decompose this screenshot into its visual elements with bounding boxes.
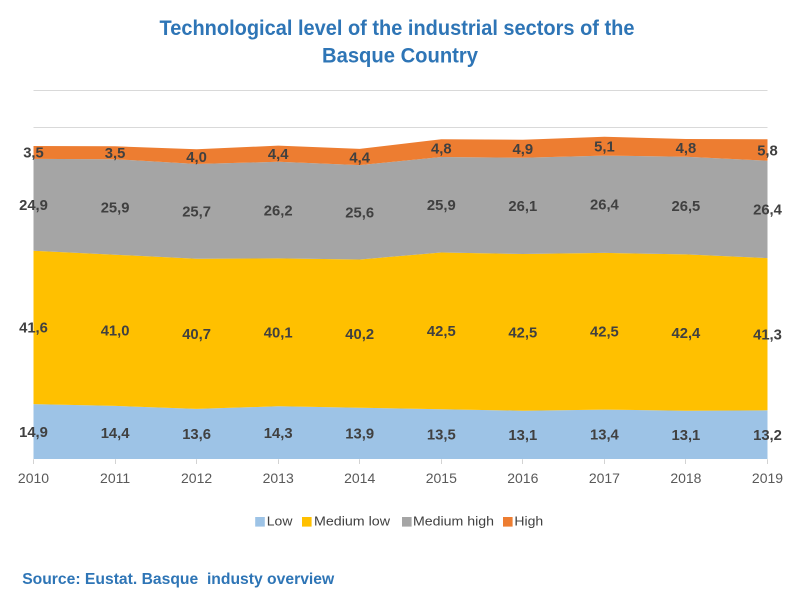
svg-text:13,5: 13,5 <box>427 427 456 443</box>
svg-text:26,5: 26,5 <box>671 199 700 215</box>
svg-text:42,4: 42,4 <box>671 326 701 342</box>
svg-text:25,9: 25,9 <box>101 200 130 216</box>
svg-text:14,4: 14,4 <box>101 426 131 442</box>
svg-text:25,9: 25,9 <box>427 198 456 214</box>
svg-text:25,6: 25,6 <box>345 206 374 222</box>
svg-text:4,8: 4,8 <box>676 141 697 157</box>
svg-text:2010: 2010 <box>18 470 49 486</box>
svg-text:40,1: 40,1 <box>264 326 293 342</box>
svg-text:5,1: 5,1 <box>594 140 615 156</box>
svg-text:25,7: 25,7 <box>182 205 211 221</box>
svg-text:High: High <box>514 515 543 529</box>
svg-text:Source: Eustat. Basque indust: Source: Eustat. Basque industy overview <box>22 571 335 588</box>
svg-text:26,2: 26,2 <box>264 203 293 219</box>
svg-text:42,5: 42,5 <box>427 324 456 340</box>
svg-text:13,4: 13,4 <box>590 428 620 444</box>
svg-text:26,1: 26,1 <box>508 199 537 215</box>
svg-text:13,2: 13,2 <box>753 428 782 444</box>
svg-text:Basque Country: Basque Country <box>322 45 478 68</box>
svg-text:14,3: 14,3 <box>264 426 293 442</box>
svg-text:Medium high: Medium high <box>413 515 494 529</box>
svg-text:2014: 2014 <box>344 470 375 486</box>
svg-text:41,3: 41,3 <box>753 328 782 344</box>
svg-text:24,9: 24,9 <box>19 198 48 214</box>
svg-text:5,8: 5,8 <box>757 143 778 159</box>
svg-text:26,4: 26,4 <box>753 203 783 219</box>
svg-text:3,5: 3,5 <box>105 146 126 162</box>
svg-text:41,0: 41,0 <box>101 324 130 340</box>
svg-text:40,7: 40,7 <box>182 327 211 343</box>
svg-text:42,5: 42,5 <box>590 325 619 341</box>
svg-text:42,5: 42,5 <box>508 326 537 342</box>
svg-text:2012: 2012 <box>181 470 212 486</box>
svg-text:2015: 2015 <box>426 470 457 486</box>
svg-text:40,2: 40,2 <box>345 327 374 343</box>
svg-text:2016: 2016 <box>507 470 538 486</box>
svg-text:14,9: 14,9 <box>19 425 48 441</box>
svg-text:4,8: 4,8 <box>431 142 452 158</box>
svg-text:41,6: 41,6 <box>19 321 48 337</box>
svg-text:3,5: 3,5 <box>23 146 44 162</box>
svg-text:13,6: 13,6 <box>182 427 211 443</box>
svg-text:2019: 2019 <box>752 470 783 486</box>
svg-text:2011: 2011 <box>100 470 130 486</box>
svg-text:4,4: 4,4 <box>349 150 370 166</box>
svg-text:2017: 2017 <box>589 470 620 486</box>
svg-text:Low: Low <box>267 515 294 529</box>
svg-text:4,4: 4,4 <box>268 147 289 163</box>
svg-text:13,1: 13,1 <box>671 428 700 444</box>
svg-text:2018: 2018 <box>670 470 701 486</box>
svg-text:13,1: 13,1 <box>508 428 537 444</box>
svg-text:4,0: 4,0 <box>186 150 207 166</box>
svg-text:Medium low: Medium low <box>314 515 391 529</box>
svg-text:4,9: 4,9 <box>513 142 534 158</box>
svg-text:26,4: 26,4 <box>590 198 620 214</box>
svg-text:Technological level of the ind: Technological level of the industrial se… <box>160 17 635 40</box>
svg-text:2013: 2013 <box>263 470 294 486</box>
svg-text:13,9: 13,9 <box>345 427 374 443</box>
